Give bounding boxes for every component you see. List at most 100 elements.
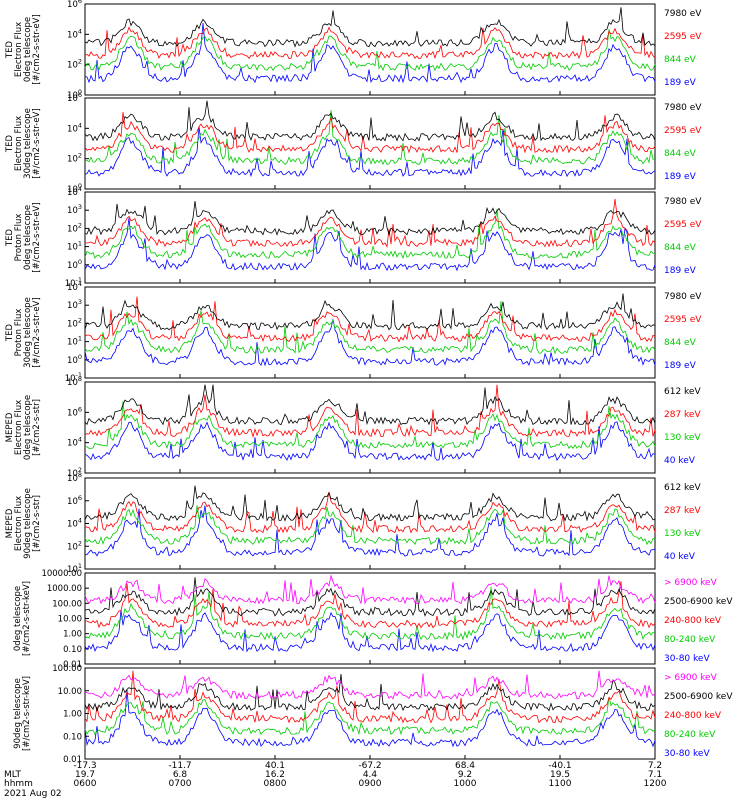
series-trace (84, 218, 656, 272)
y-axis-label: TED (5, 134, 15, 153)
series-trace (84, 384, 656, 438)
series-trace (84, 505, 656, 557)
time-tick-lat: 40.1 (265, 761, 285, 771)
y-tick-label: 104 (67, 280, 82, 293)
y-axis-label: Electron Flux (14, 400, 24, 455)
legend-entry: > 6900 keV (664, 578, 718, 588)
y-tick-label: 103 (67, 298, 82, 311)
y-axis-label: [#/cm2-s-str] (32, 399, 42, 456)
y-axis-label: 30deg telescope (23, 297, 33, 368)
y-tick-label: 0.10 (63, 732, 82, 742)
y-axis-label: TED (5, 40, 15, 59)
time-tick-lat: -67.2 (358, 761, 381, 771)
series-trace (84, 384, 656, 426)
time-tick-hhmm: 1100 (549, 779, 572, 789)
y-tick-label: 10-1 (65, 276, 82, 289)
plot-frame (84, 381, 656, 474)
time-tick-hhmm: 0900 (359, 779, 382, 789)
series-trace (84, 29, 656, 72)
y-axis-label: Electron Flux (14, 496, 24, 551)
legend-entry: 287 keV (664, 410, 701, 420)
panel-7: 0.01 0.10 1.00 10.00 100.00 1000.00 10000.00 0d… (13, 569, 733, 670)
legend-entry: 2595 eV (664, 220, 702, 230)
y-tick-label: 104 (67, 27, 82, 40)
time-tick-lat: -40.1 (548, 761, 571, 771)
y-tick-label: 0.01 (63, 660, 82, 670)
y-tick-label: 0.01 (63, 755, 82, 765)
legend-entry: > 6900 keV (664, 673, 718, 683)
series-trace (84, 586, 656, 641)
y-tick-label: 100 (67, 353, 82, 366)
legend-entry: 240-800 keV (664, 616, 722, 626)
y-axis-label: 0deg telescope (13, 586, 23, 651)
panel-4: 10-1 100 101 102 103 104 TED Proton Flux 30deg t… (5, 280, 702, 384)
y-axis-label: 90deg telescope (23, 488, 33, 559)
legend-entry: 189 eV (664, 266, 697, 276)
time-tick-mlt: 19.7 (75, 770, 95, 780)
series-trace (84, 100, 656, 142)
y-tick-label: 104 (67, 121, 82, 134)
series-trace (84, 110, 656, 166)
series-trace (84, 401, 656, 450)
y-tick-label: 106 (67, 91, 82, 104)
time-tick-mlt: 19.5 (550, 770, 570, 780)
series-trace (84, 209, 656, 260)
time-tick-hhmm: 0800 (264, 779, 287, 789)
legend-entry: 2500-6900 keV (664, 692, 733, 702)
y-tick-label: 1.00 (63, 630, 82, 640)
series-trace (84, 421, 656, 461)
plot-frame (84, 572, 656, 665)
series-trace (84, 577, 656, 617)
y-axis-label: MEPED (5, 508, 15, 538)
time-tick-mlt: 4.4 (363, 770, 378, 780)
panel-2: 100 102 104 106 TED Electron Flux 30deg telesc… (5, 91, 702, 195)
legend-entry: 130 keV (664, 433, 701, 443)
y-tick-label: 104 (67, 185, 82, 198)
series-trace (84, 22, 656, 84)
panel-6: 101 102 104 106 108 MEPED Electron Flux 90deg t… (5, 471, 701, 575)
y-tick-label: 100 (67, 258, 82, 271)
y-axis-label: Electron Flux (14, 22, 24, 77)
y-tick-label: 100.00 (52, 599, 82, 609)
legend-entry: 612 keV (664, 387, 701, 397)
y-axis-label: 0deg telescope (23, 17, 33, 82)
time-tick-hhmm: 1000 (454, 779, 477, 789)
y-axis-label: 0deg telescope (23, 205, 33, 270)
y-tick-label: 10.00 (58, 615, 82, 625)
legend-entry: 240-800 keV (664, 711, 722, 721)
time-tick-hhmm: 0600 (74, 779, 97, 789)
legend-entry: 7980 eV (664, 103, 702, 113)
y-axis-label: [#/cm2-s-str-eV] (32, 14, 42, 84)
legend-entry: 189 eV (664, 172, 697, 182)
y-tick-label: 10000.00 (41, 569, 82, 579)
legend-entry: 30-80 keV (664, 654, 710, 664)
series-trace (84, 574, 656, 605)
legend-entry: 844 eV (664, 149, 697, 159)
series-trace (84, 610, 656, 653)
legend-entry: 287 keV (664, 506, 701, 516)
y-tick-label: 106 (67, 494, 82, 507)
series-trace (84, 674, 656, 712)
legend-entry: 7980 eV (664, 292, 702, 302)
y-axis-label: [#/cm2-s-str-keV] (22, 581, 32, 656)
legend-entry: 189 eV (664, 361, 697, 371)
plot-frame (84, 97, 656, 190)
series-trace (84, 491, 656, 534)
panel-1: 100 102 104 106 TED Electron Flux 0deg telesco… (5, 0, 702, 101)
y-axis-label: [#/cm2-s-str] (32, 495, 42, 552)
y-tick-label: 0.10 (63, 645, 82, 655)
y-axis-label: [#/cm2-s-str-eV] (32, 108, 42, 178)
time-tick-lat: -11.7 (168, 761, 191, 771)
y-tick-label: 101 (67, 562, 82, 575)
y-axis-label: Proton Flux (14, 309, 24, 357)
y-tick-label: 103 (67, 203, 82, 216)
y-axis-label: 30deg telescope (23, 108, 33, 179)
series-trace (84, 198, 656, 248)
y-axis-label: 90deg telescope (13, 678, 23, 749)
y-tick-label: 101 (67, 240, 82, 253)
legend-entry: 40 keV (664, 456, 696, 466)
y-tick-label: 1000.00 (47, 584, 82, 594)
y-tick-label: 102 (67, 152, 82, 165)
legend-entry: 2595 eV (664, 32, 702, 42)
